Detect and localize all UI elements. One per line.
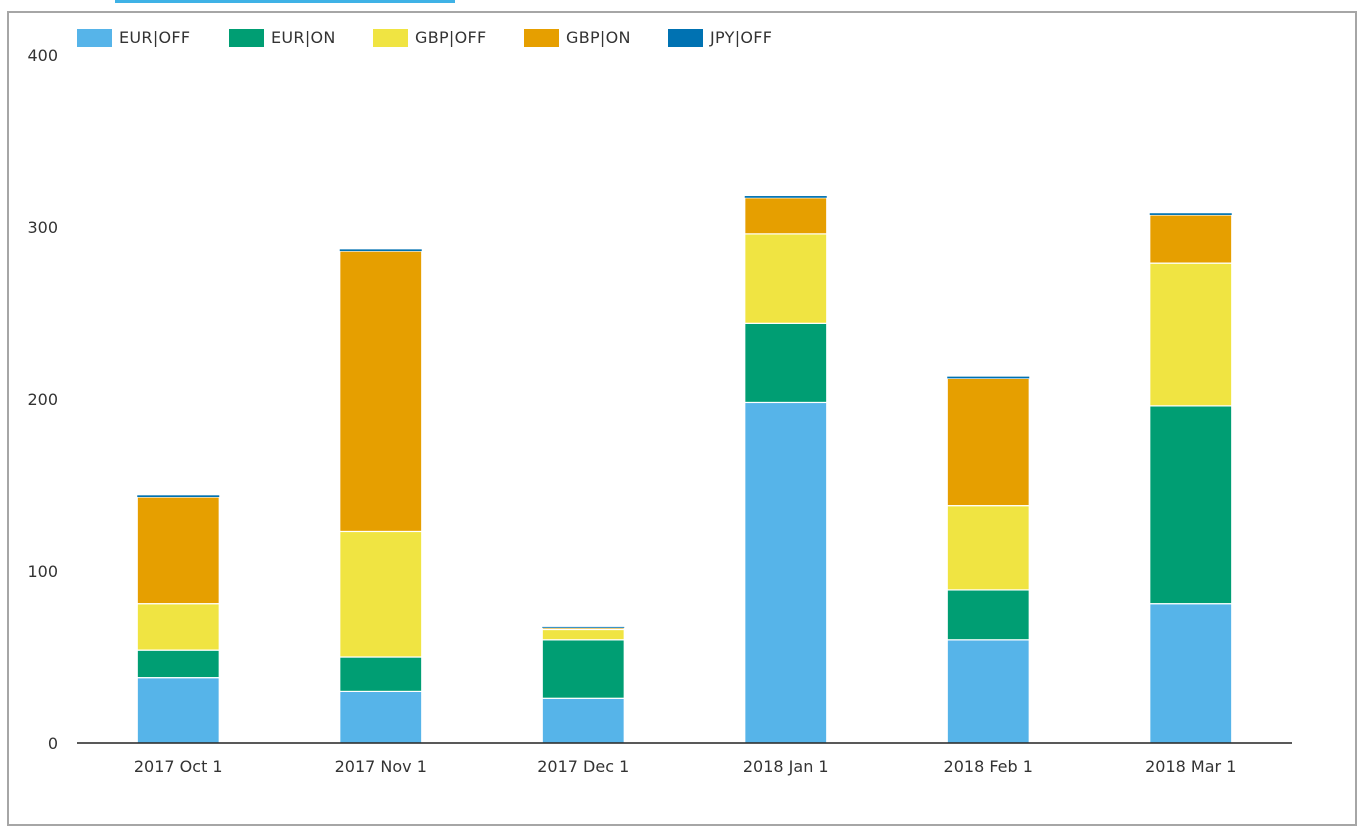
chart-frame bbox=[7, 11, 1357, 826]
bar-segment bbox=[541, 697, 625, 744]
bar-segment bbox=[136, 677, 220, 744]
bar-segment bbox=[946, 589, 1030, 641]
x-tick-label: 2018 Jan 1 bbox=[743, 757, 829, 776]
bar-segment bbox=[136, 649, 220, 679]
x-tick-label: 2018 Mar 1 bbox=[1145, 757, 1236, 776]
bar-segment bbox=[339, 250, 423, 533]
x-tick-label: 2017 Nov 1 bbox=[335, 757, 427, 776]
y-tick-label: 400 bbox=[27, 46, 58, 65]
bar-segment bbox=[947, 376, 1030, 379]
bar-segment bbox=[541, 627, 625, 631]
legend-label: GBP|OFF bbox=[415, 28, 487, 47]
legend-swatch bbox=[524, 29, 559, 47]
bar-segment bbox=[1149, 405, 1233, 605]
bar-segment bbox=[136, 496, 220, 605]
bar-segment bbox=[339, 249, 422, 252]
bar-segment bbox=[946, 505, 1030, 591]
bar-segment bbox=[744, 196, 827, 198]
legend-swatch bbox=[77, 29, 112, 47]
bar-segment bbox=[136, 603, 220, 651]
legend-label: GBP|ON bbox=[566, 28, 631, 47]
bar-segment bbox=[744, 197, 828, 235]
bar-segment bbox=[542, 626, 625, 628]
bar-segment bbox=[339, 530, 423, 658]
legend-swatch bbox=[668, 29, 703, 47]
x-tick-label: 2017 Dec 1 bbox=[537, 757, 629, 776]
bar-segment bbox=[541, 628, 625, 641]
y-tick-label: 200 bbox=[27, 390, 58, 409]
legend-label: EUR|ON bbox=[271, 28, 336, 47]
bar-segment bbox=[339, 690, 423, 744]
y-tick-label: 100 bbox=[27, 562, 58, 581]
bar-segment bbox=[744, 401, 828, 744]
bar-segment bbox=[541, 639, 625, 699]
bar-segment bbox=[137, 495, 220, 498]
bar-segment bbox=[1149, 214, 1233, 264]
y-tick-label: 0 bbox=[48, 734, 58, 753]
x-tick-label: 2017 Oct 1 bbox=[134, 757, 223, 776]
top-accent-bar bbox=[115, 0, 455, 3]
legend-swatch bbox=[229, 29, 264, 47]
legend-label: JPY|OFF bbox=[710, 28, 773, 47]
bar-segment bbox=[1149, 213, 1232, 215]
bar-segment bbox=[946, 377, 1030, 507]
bar-segment bbox=[744, 233, 828, 324]
legend-label: EUR|OFF bbox=[119, 28, 191, 47]
y-tick-label: 300 bbox=[27, 218, 58, 237]
x-tick-label: 2018 Feb 1 bbox=[944, 757, 1033, 776]
bar-segment bbox=[744, 322, 828, 404]
bar-segment bbox=[946, 639, 1030, 744]
bar-segment bbox=[1149, 603, 1233, 744]
bar-segment bbox=[1149, 262, 1233, 407]
bar-segment bbox=[339, 656, 423, 693]
legend-swatch bbox=[373, 29, 408, 47]
